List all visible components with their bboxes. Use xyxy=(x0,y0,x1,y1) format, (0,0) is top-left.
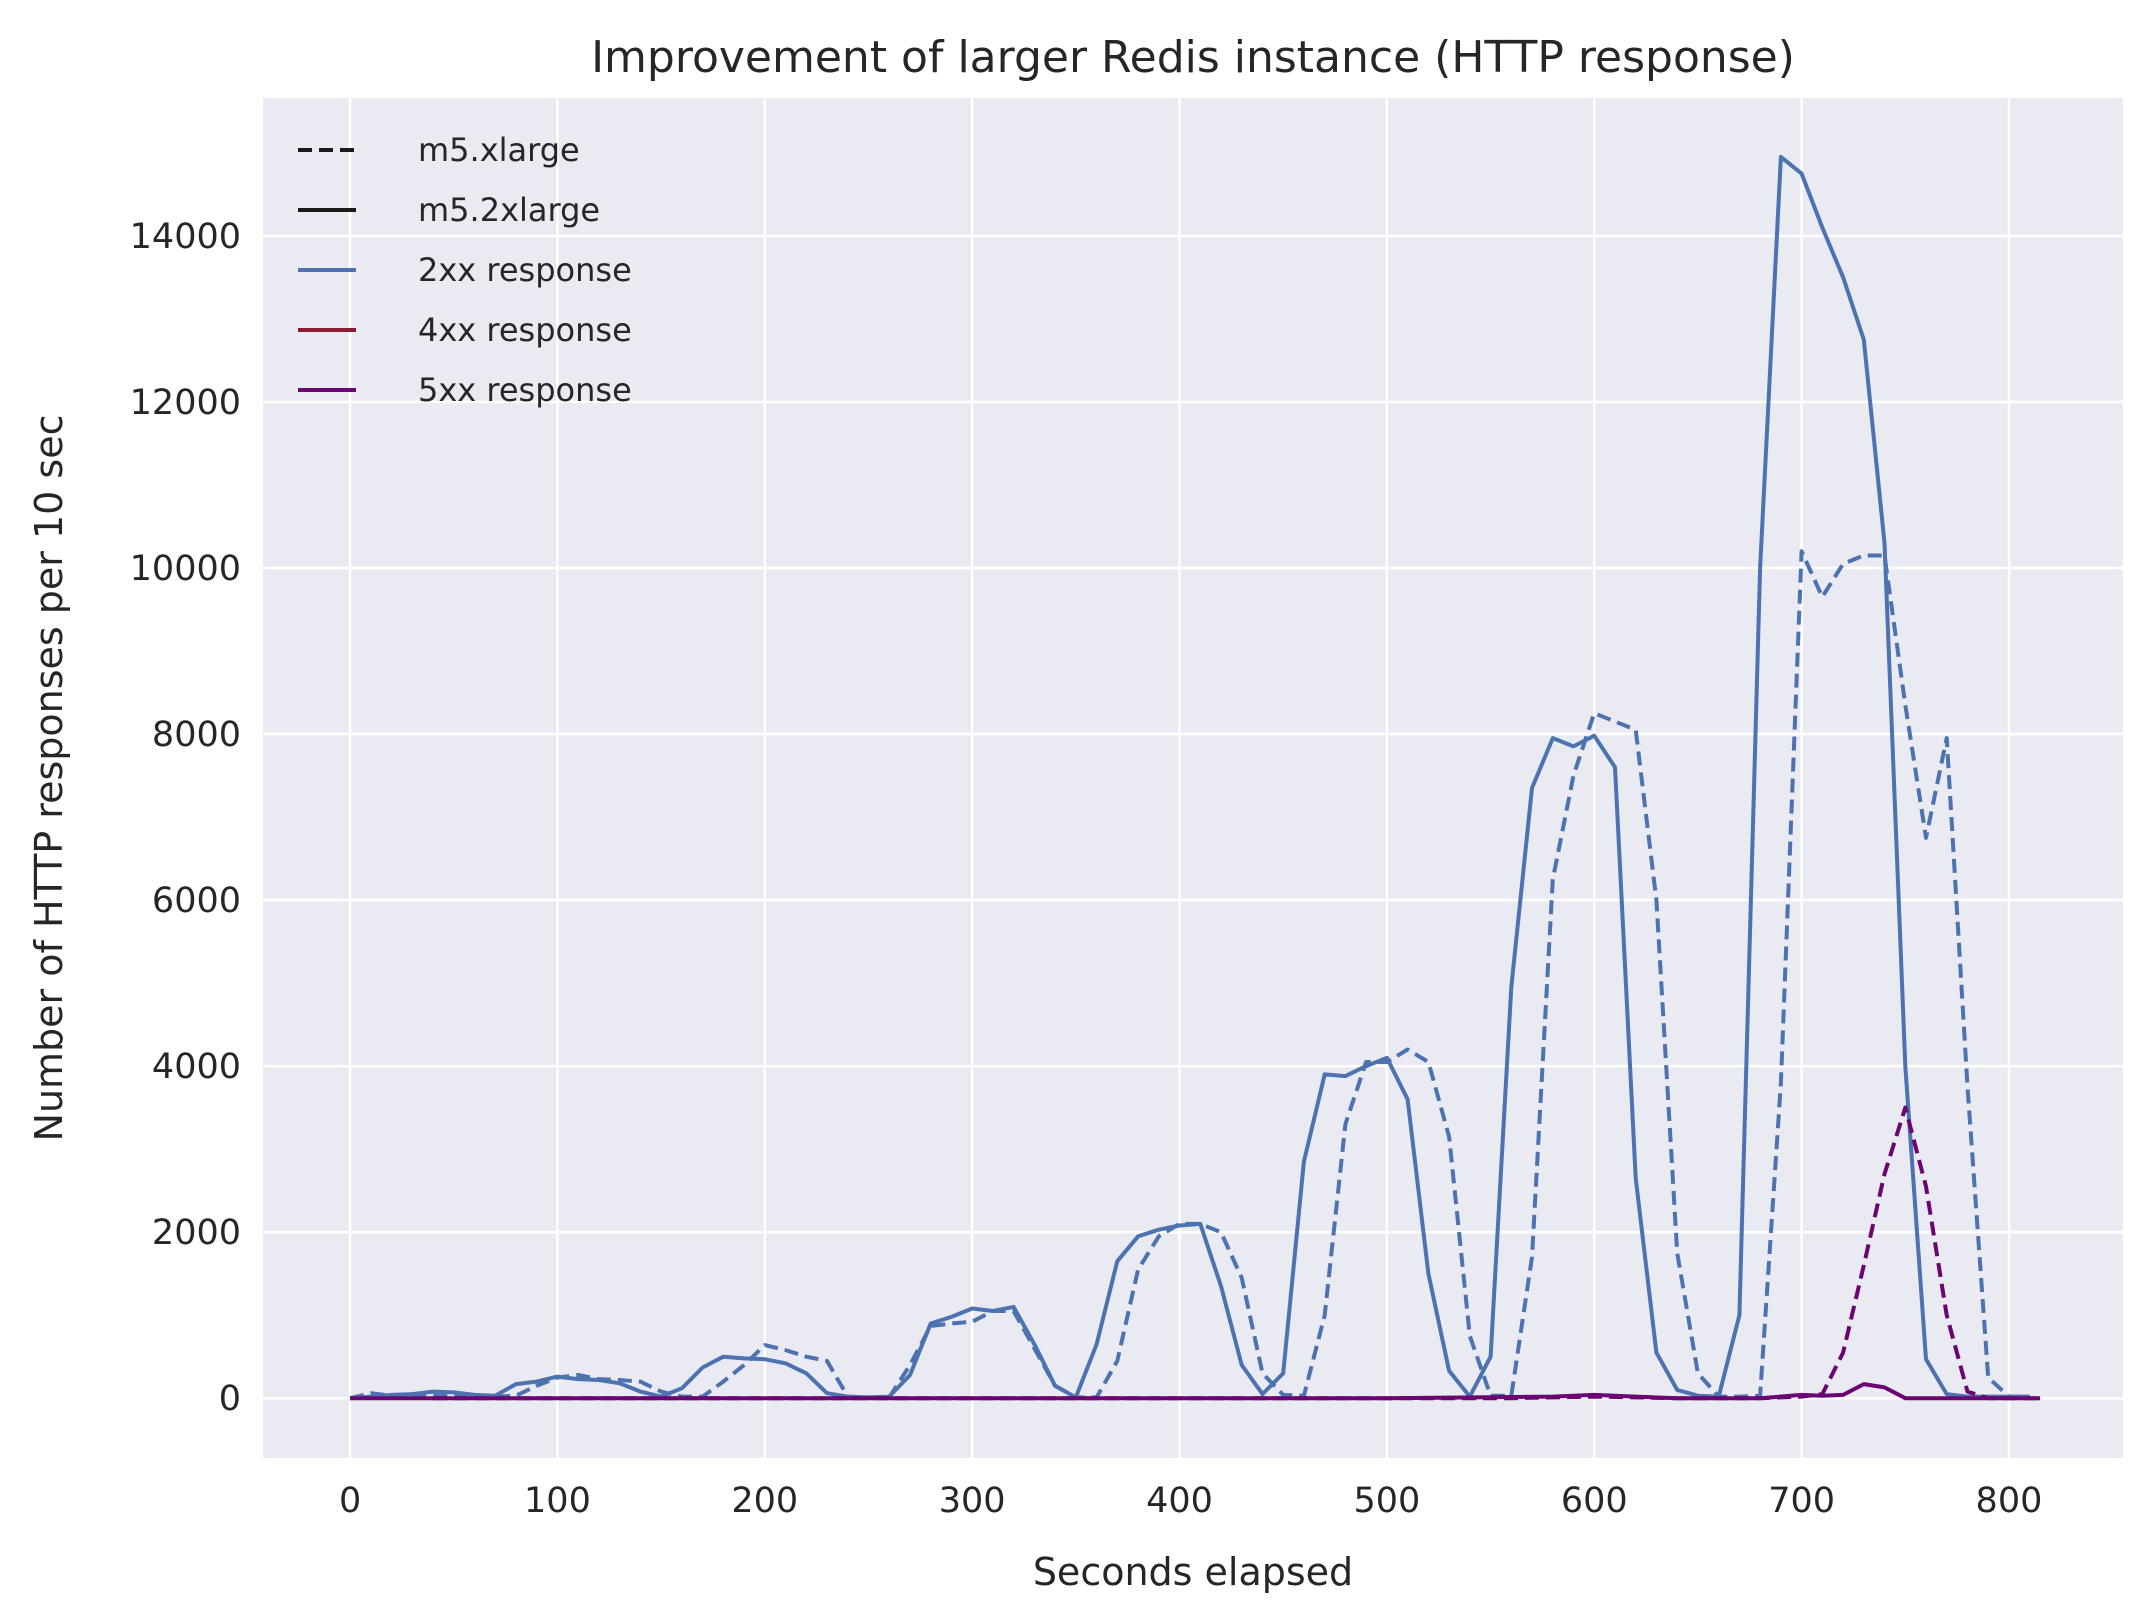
y-tick-label: 0 xyxy=(219,1379,241,1419)
y-tick-label: 4000 xyxy=(152,1047,241,1087)
x-tick-label: 600 xyxy=(1561,1481,1628,1521)
x-tick-label: 500 xyxy=(1353,1481,1420,1521)
x-tick-label: 100 xyxy=(524,1481,591,1521)
grid xyxy=(263,98,2123,1458)
x-tick-label: 700 xyxy=(1768,1481,1835,1521)
y-tick-labels: 0 2000 4000 6000 8000 10000 12000 14000 xyxy=(130,217,241,1419)
legend-label-3: 4xx response xyxy=(418,311,632,349)
legend-label-0: m5.xlarge xyxy=(418,131,580,169)
y-tick-label: 14000 xyxy=(130,217,241,257)
y-tick-label: 6000 xyxy=(152,881,241,921)
x-tick-labels: 0 100 200 300 400 500 600 700 800 xyxy=(339,1481,2042,1521)
x-tick-label: 800 xyxy=(1976,1481,2043,1521)
legend-label-2: 2xx response xyxy=(418,251,632,289)
y-tick-label: 2000 xyxy=(152,1213,241,1253)
series-line-solid-3 xyxy=(350,1382,2041,1401)
plot-area xyxy=(263,98,2123,1458)
x-tick-label: 0 xyxy=(339,1481,361,1521)
legend-label-1: m5.2xlarge xyxy=(418,191,600,229)
legend-label-4: 5xx response xyxy=(418,371,632,409)
x-tick-label: 300 xyxy=(939,1481,1006,1521)
legend: m5.xlarge m5.2xlarge 2xx response 4xx respo… xyxy=(298,131,632,409)
y-tick-label: 10000 xyxy=(130,549,241,589)
series-group xyxy=(349,154,2041,1401)
chart-title: Improvement of larger Redis instance (HT… xyxy=(591,32,1795,83)
x-tick-label: 400 xyxy=(1146,1481,1213,1521)
x-axis-label: Seconds elapsed xyxy=(1033,1550,1353,1594)
y-tick-label: 12000 xyxy=(130,383,241,423)
y-tick-label: 8000 xyxy=(152,715,241,755)
series-line-solid-1 xyxy=(349,154,2030,1401)
x-tick-label: 200 xyxy=(731,1481,798,1521)
y-axis-label: Number of HTTP responses per 10 sec xyxy=(27,415,71,1142)
